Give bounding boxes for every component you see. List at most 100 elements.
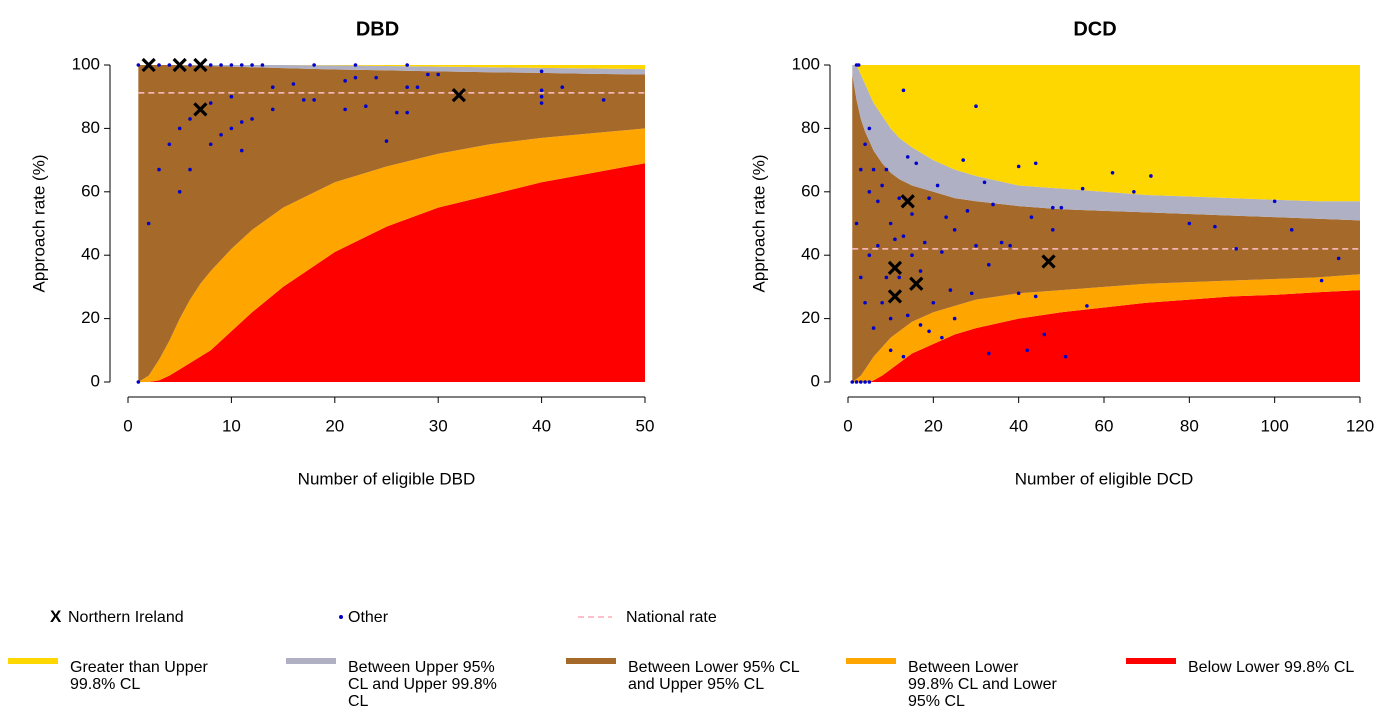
other-point <box>1059 205 1064 210</box>
y-tick-label: 20 <box>801 308 820 327</box>
other-point <box>948 288 953 292</box>
y-tick-label: 80 <box>801 118 820 137</box>
funnel-band <box>852 65 1360 221</box>
other-point <box>177 190 182 194</box>
other-point <box>1016 291 1021 296</box>
other-point <box>888 348 893 353</box>
other-point <box>854 221 859 226</box>
y-axis-title: Approach rate (%) <box>749 155 768 293</box>
other-point <box>239 120 244 124</box>
y-tick-label: 100 <box>792 54 820 73</box>
other-point <box>405 63 409 67</box>
y-tick-label: 60 <box>801 181 820 200</box>
funnel-band <box>138 65 645 70</box>
legend-label: Northern Ireland <box>68 609 184 626</box>
other-point <box>931 300 936 305</box>
y-tick-label: 80 <box>81 118 100 137</box>
x-tick-label: 0 <box>843 416 852 435</box>
other-point <box>859 380 863 384</box>
ni-point <box>887 260 903 276</box>
legend-label: Below Lower 99.8% CL <box>1188 659 1355 676</box>
legend-dot <box>339 615 343 619</box>
y-tick-label: 100 <box>72 54 100 73</box>
other-point <box>918 323 923 327</box>
other-point <box>1016 164 1021 169</box>
other-point <box>880 183 884 188</box>
other-point <box>888 316 893 321</box>
other-point <box>974 104 978 109</box>
other-point <box>871 326 876 330</box>
other-point <box>270 107 275 112</box>
x-axis-title: Number of eligible DCD <box>1015 469 1194 488</box>
chart-title: DCD <box>1073 18 1116 40</box>
x-tick-label: 100 <box>1260 416 1288 435</box>
other-point <box>897 196 901 200</box>
funnel-band <box>138 163 645 382</box>
x-tick-label: 120 <box>1346 416 1374 435</box>
other-point <box>1272 199 1277 204</box>
other-point <box>982 180 987 185</box>
other-point <box>539 94 544 99</box>
other-point <box>301 98 306 102</box>
ni-point <box>909 276 924 291</box>
other-point <box>863 142 867 147</box>
other-point <box>897 275 901 280</box>
funnel-band <box>138 65 645 382</box>
x-tick-label: 80 <box>1180 416 1199 435</box>
other-point <box>1110 170 1115 175</box>
other-point <box>888 221 893 226</box>
y-tick-label: 20 <box>81 308 100 327</box>
other-point <box>229 63 234 67</box>
other-point <box>539 88 544 93</box>
other-point <box>343 79 347 83</box>
other-point <box>146 221 151 226</box>
other-point <box>1033 294 1038 299</box>
other-point <box>539 69 544 74</box>
other-point <box>856 63 861 67</box>
funnel-band <box>852 65 1360 202</box>
other-point <box>901 234 906 238</box>
other-point <box>991 202 995 207</box>
other-point <box>1213 224 1217 229</box>
other-point <box>867 190 872 194</box>
other-point <box>901 354 906 359</box>
other-point <box>208 101 213 105</box>
other-point <box>1029 215 1034 219</box>
other-point <box>312 63 316 67</box>
other-point <box>260 63 265 67</box>
ni-point <box>172 57 187 73</box>
legend-label: National rate <box>626 609 717 626</box>
ni-point <box>451 87 467 103</box>
funnel-band <box>138 65 645 75</box>
other-point <box>867 126 872 131</box>
other-point <box>188 63 192 67</box>
other-point <box>250 117 254 121</box>
other-point <box>914 161 919 166</box>
other-point <box>560 85 565 89</box>
x-tick-label: 20 <box>325 416 344 435</box>
x-tick-label: 40 <box>532 416 551 435</box>
ni-point <box>887 289 903 304</box>
other-point <box>867 253 872 257</box>
other-point <box>884 275 889 280</box>
other-point <box>923 240 927 245</box>
other-point <box>364 104 368 109</box>
other-point <box>415 85 420 89</box>
other-point <box>353 75 358 80</box>
other-point <box>987 351 991 356</box>
funnel-band <box>852 74 1360 382</box>
other-point <box>974 243 978 248</box>
other-point <box>1234 247 1239 251</box>
x-tick-label: 0 <box>123 416 132 435</box>
other-point <box>188 117 192 121</box>
other-point <box>910 212 914 216</box>
legend-swatch <box>8 658 58 664</box>
ni-point <box>193 57 208 73</box>
other-point <box>850 380 855 384</box>
other-point <box>1008 243 1012 248</box>
other-point <box>854 380 859 384</box>
other-point <box>405 110 409 115</box>
x-tick-label: 50 <box>636 416 655 435</box>
other-point <box>940 250 944 254</box>
x-tick-label: 40 <box>1009 416 1028 435</box>
